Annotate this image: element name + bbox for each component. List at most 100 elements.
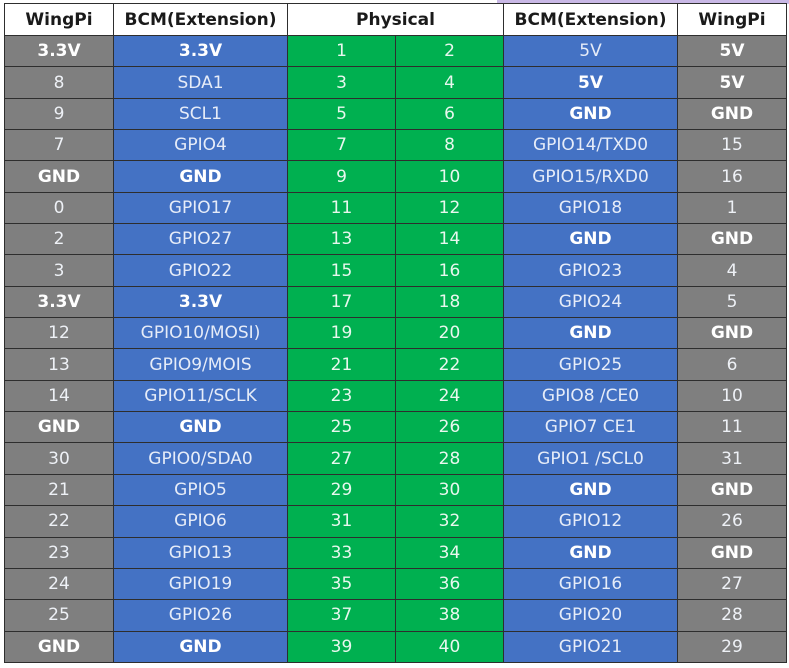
table-row: 24 GPIO19 35 36 GPIO16 27 xyxy=(4,567,787,601)
bcm-right-cell: GPIO15/RXD0 xyxy=(503,160,678,193)
physical-right-cell: 12 xyxy=(395,191,504,225)
wingpi-right-cell: 5V xyxy=(677,34,787,68)
bcm-left-cell: GPIO19 xyxy=(113,567,288,601)
physical-right-cell: 10 xyxy=(395,160,504,193)
bcm-right-cell: GPIO23 xyxy=(503,254,678,287)
physical-right-cell: 18 xyxy=(395,285,504,319)
physical-left-cell: 7 xyxy=(287,129,396,162)
table-row: GND GND 39 40 GPIO21 29 xyxy=(4,630,787,664)
wingpi-right-cell: 6 xyxy=(677,348,787,381)
bcm-left-cell: GPIO26 xyxy=(113,599,288,632)
bcm-left-cell: GPIO9/MOIS xyxy=(113,348,288,381)
bcm-right-cell: GND xyxy=(503,223,678,256)
physical-left-cell: 5 xyxy=(287,97,396,131)
physical-left-cell: 29 xyxy=(287,473,396,507)
physical-left-cell: 27 xyxy=(287,442,396,475)
wingpi-left-cell: 2 xyxy=(4,223,114,256)
bcm-left-cell: SDA1 xyxy=(113,66,288,99)
wingpi-left-cell: 3.3V xyxy=(4,285,114,319)
physical-right-cell: 4 xyxy=(395,66,504,99)
bcm-left-cell: GPIO11/SCLK xyxy=(113,379,288,413)
table-row: 13 GPIO9/MOIS 21 22 GPIO25 6 xyxy=(4,348,787,381)
table-row: 7 GPIO4 7 8 GPIO14/TXD0 15 xyxy=(4,129,787,162)
wingpi-right-cell: 27 xyxy=(677,567,787,601)
physical-right-cell: 20 xyxy=(395,317,504,350)
physical-right-cell: 36 xyxy=(395,567,504,601)
table-row: 12 GPIO10/MOSI) 19 20 GND GND xyxy=(4,317,787,350)
bcm-left-cell: GND xyxy=(113,630,288,664)
physical-left-cell: 25 xyxy=(287,411,396,444)
wingpi-left-cell: 3.3V xyxy=(4,34,114,68)
physical-left-cell: 35 xyxy=(287,567,396,601)
bcm-right-cell: GND xyxy=(503,473,678,507)
table-row: 23 GPIO13 33 34 GND GND xyxy=(4,536,787,569)
bcm-right-cell: GPIO8 /CE0 xyxy=(503,379,678,413)
table-row: 22 GPIO6 31 32 GPIO12 26 xyxy=(4,505,787,538)
bcm-left-cell: GPIO17 xyxy=(113,191,288,225)
physical-right-cell: 24 xyxy=(395,379,504,413)
table-row: GND GND 9 10 GPIO15/RXD0 16 xyxy=(4,160,787,193)
wingpi-left-cell: 13 xyxy=(4,348,114,381)
bcm-right-cell: GND xyxy=(503,317,678,350)
bcm-right-cell: GPIO16 xyxy=(503,567,678,601)
header-wingpi-left: WingPi xyxy=(4,3,114,36)
bcm-left-cell: GPIO10/MOSI) xyxy=(113,317,288,350)
bcm-left-cell: GND xyxy=(113,411,288,444)
wingpi-right-cell: 28 xyxy=(677,599,787,632)
table-row: 9 SCL1 5 6 GND GND xyxy=(4,97,787,131)
physical-right-cell: 34 xyxy=(395,536,504,569)
wingpi-right-cell: 5V xyxy=(677,66,787,99)
wingpi-right-cell: 15 xyxy=(677,129,787,162)
bcm-right-cell: GND xyxy=(503,97,678,131)
bcm-left-cell: GPIO0/SDA0 xyxy=(113,442,288,475)
bcm-right-cell: GPIO7 CE1 xyxy=(503,411,678,444)
physical-right-cell: 28 xyxy=(395,442,504,475)
wingpi-left-cell: 30 xyxy=(4,442,114,475)
bcm-left-cell: GPIO13 xyxy=(113,536,288,569)
wingpi-right-cell: GND xyxy=(677,473,787,507)
physical-left-cell: 17 xyxy=(287,285,396,319)
physical-left-cell: 19 xyxy=(287,317,396,350)
physical-right-cell: 26 xyxy=(395,411,504,444)
bcm-right-cell: GPIO12 xyxy=(503,505,678,538)
wingpi-left-cell: 23 xyxy=(4,536,114,569)
physical-left-cell: 31 xyxy=(287,505,396,538)
wingpi-left-cell: GND xyxy=(4,411,114,444)
table-row: 3 GPIO22 15 16 GPIO23 4 xyxy=(4,254,787,287)
bcm-right-cell: GPIO20 xyxy=(503,599,678,632)
table-row: 2 GPIO27 13 14 GND GND xyxy=(4,223,787,256)
physical-right-cell: 6 xyxy=(395,97,504,131)
table-header: WingPi BCM(Extension) Physical BCM(Exten… xyxy=(4,3,787,36)
table-row: 25 GPIO26 37 38 GPIO20 28 xyxy=(4,599,787,632)
wingpi-left-cell: 21 xyxy=(4,473,114,507)
wingpi-right-cell: GND xyxy=(677,536,787,569)
table-row: 0 GPIO17 11 12 GPIO18 1 xyxy=(4,191,787,225)
physical-right-cell: 8 xyxy=(395,129,504,162)
wingpi-left-cell: 22 xyxy=(4,505,114,538)
wingpi-right-cell: GND xyxy=(677,317,787,350)
bcm-left-cell: GPIO22 xyxy=(113,254,288,287)
physical-right-cell: 40 xyxy=(395,630,504,664)
bcm-left-cell: SCL1 xyxy=(113,97,288,131)
physical-right-cell: 2 xyxy=(395,34,504,68)
wingpi-left-cell: 25 xyxy=(4,599,114,632)
wingpi-right-cell: GND xyxy=(677,223,787,256)
bcm-right-cell: 5V xyxy=(503,66,678,99)
wingpi-left-cell: 12 xyxy=(4,317,114,350)
wingpi-right-cell: 29 xyxy=(677,630,787,664)
wingpi-right-cell: 11 xyxy=(677,411,787,444)
bcm-left-cell: GPIO4 xyxy=(113,129,288,162)
physical-left-cell: 1 xyxy=(287,34,396,68)
physical-left-cell: 21 xyxy=(287,348,396,381)
wingpi-right-cell: 26 xyxy=(677,505,787,538)
bcm-right-cell: GPIO25 xyxy=(503,348,678,381)
wingpi-left-cell: 7 xyxy=(4,129,114,162)
table-row: 3.3V 3.3V 1 2 5V 5V xyxy=(4,34,787,68)
bcm-left-cell: GPIO6 xyxy=(113,505,288,538)
wingpi-right-cell: 1 xyxy=(677,191,787,225)
header-bcm-left: BCM(Extension) xyxy=(113,3,288,36)
physical-right-cell: 32 xyxy=(395,505,504,538)
bcm-left-cell: 3.3V xyxy=(113,34,288,68)
bcm-right-cell: GPIO14/TXD0 xyxy=(503,129,678,162)
table-row: 3.3V 3.3V 17 18 GPIO24 5 xyxy=(4,285,787,319)
